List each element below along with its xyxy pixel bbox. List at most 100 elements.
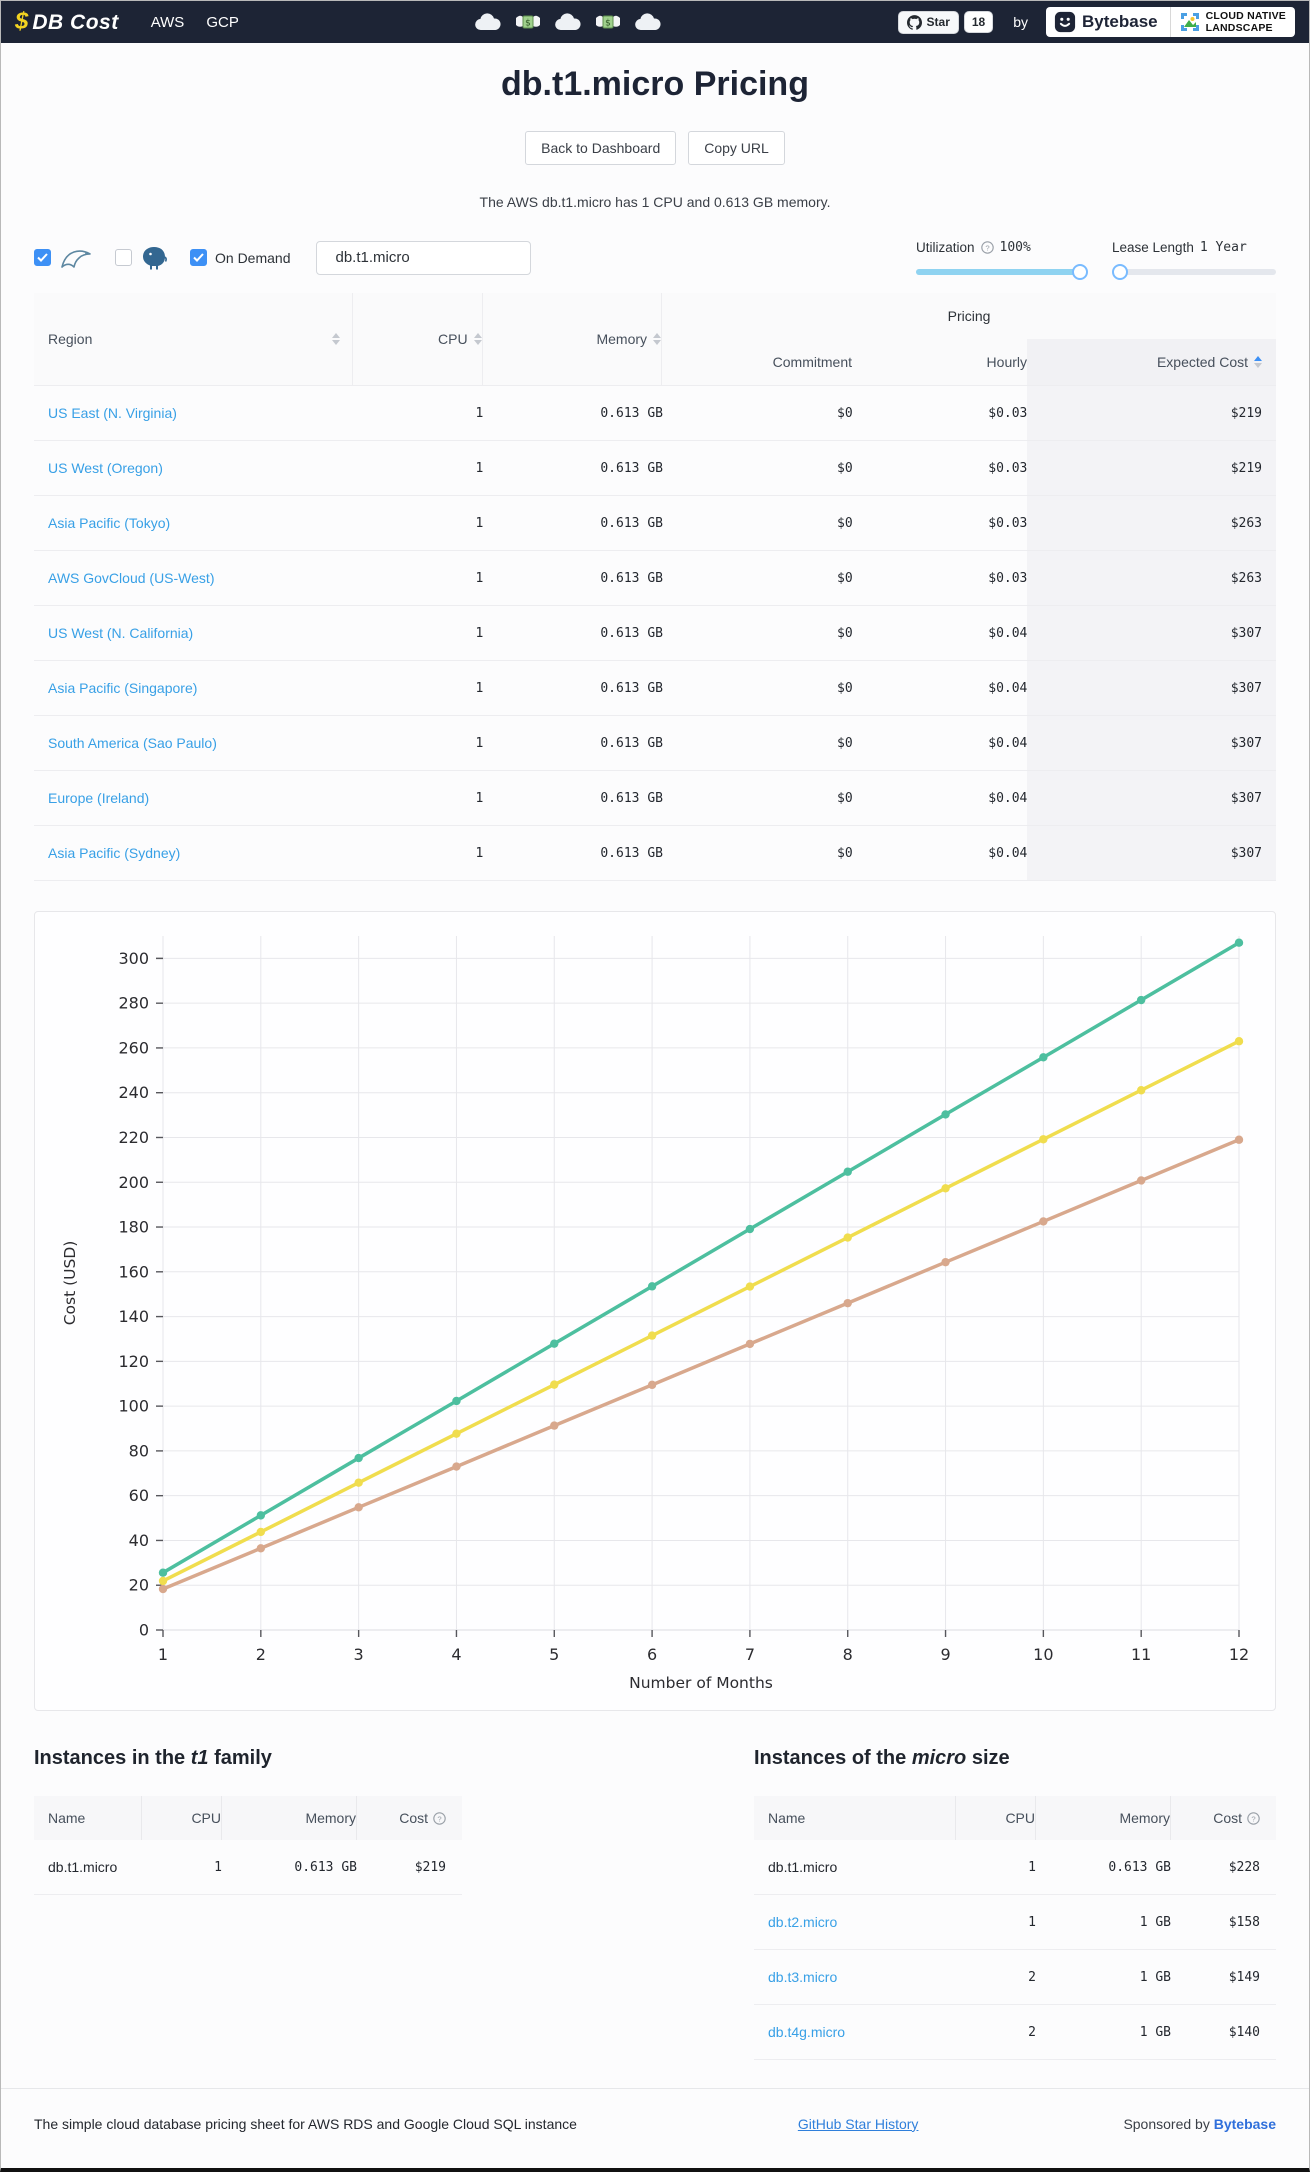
github-star-history-link[interactable]: GitHub Star History: [797, 2115, 919, 2132]
cost-value: $158: [1228, 1914, 1260, 1930]
memory-value: 0.613 GB: [600, 790, 663, 806]
utilization-value: 100%: [999, 240, 1031, 255]
region-link[interactable]: US West (N. California): [48, 625, 194, 641]
memory-value: 0.613 GB: [1108, 1859, 1171, 1875]
chart-line-expected-cost-307: [158, 938, 1244, 1577]
sort-icon-cpu[interactable]: [473, 333, 482, 345]
github-icon: [906, 14, 922, 30]
cost-help-icon[interactable]: ?: [433, 1811, 446, 1825]
sort-icon-region[interactable]: [332, 333, 341, 345]
cpu-value: 1: [214, 1859, 222, 1875]
dbcost-logo[interactable]: $ DB Cost: [15, 9, 119, 35]
lease-length-slider-handle[interactable]: [1112, 264, 1129, 280]
svg-text:2: 2: [256, 1645, 266, 1664]
svg-text:3: 3: [354, 1645, 364, 1664]
flying-money-icon: $: [595, 13, 621, 31]
cpu-value: 1: [475, 405, 484, 421]
sponsored-by: Sponsored by Bytebase: [1123, 2115, 1276, 2132]
column-header-cpu[interactable]: CPU: [353, 293, 483, 385]
sort-icon-memory[interactable]: [653, 333, 662, 345]
column-header-memory[interactable]: Memory: [483, 293, 663, 385]
svg-text:260: 260: [118, 1038, 149, 1057]
filter-bar: On Demand Utilization: [34, 240, 1276, 280]
instance-link[interactable]: db.t4g.micro: [768, 2024, 846, 2040]
postgresql-checkbox[interactable]: [115, 249, 132, 266]
svg-text:220: 220: [118, 1128, 149, 1147]
utilization-slider[interactable]: [916, 264, 1088, 280]
region-link[interactable]: AWS GovCloud (US-West): [48, 570, 215, 586]
chart-line-expected-cost-263: [158, 1037, 1244, 1586]
family-section-title: Instances in the t1 family: [34, 1747, 272, 1769]
pricing-group-header: Pricing: [947, 308, 991, 324]
cost-help-icon[interactable]: ?: [1247, 1811, 1260, 1825]
region-link[interactable]: Asia Pacific (Singapore): [48, 680, 198, 696]
star-label: Star: [926, 15, 950, 29]
sponsor-bytebase-link[interactable]: Bytebase: [1213, 2115, 1276, 2132]
svg-text:$: $: [525, 19, 531, 29]
region-link[interactable]: Asia Pacific (Sydney): [48, 845, 181, 861]
family-column-memory: Memory: [222, 1796, 357, 1840]
by-text: by: [1013, 14, 1029, 30]
svg-text:4: 4: [451, 1645, 461, 1664]
hourly-value: $0.03: [988, 570, 1028, 586]
nav-item-aws[interactable]: AWS: [150, 13, 185, 31]
nav-item-gcp[interactable]: GCP: [206, 13, 239, 31]
column-header-expected-cost[interactable]: Expected Cost: [1027, 339, 1277, 385]
instance-link[interactable]: db.t3.micro: [768, 1969, 838, 1985]
region-link[interactable]: South America (Sao Paulo): [48, 735, 217, 751]
memory-value: 0.613 GB: [600, 625, 663, 641]
family-column-cost: Cost ?: [357, 1796, 462, 1840]
hourly-value: $0.04: [988, 625, 1028, 641]
svg-text:60: 60: [129, 1486, 149, 1505]
search-input[interactable]: [335, 249, 535, 266]
instance-link[interactable]: db.t2.micro: [768, 1914, 838, 1930]
region-link[interactable]: Europe (Ireland): [48, 790, 150, 806]
svg-text:10: 10: [1033, 1645, 1053, 1664]
svg-text:8: 8: [843, 1645, 853, 1664]
instance-row: db.t2.micro 1 1 GB $158: [754, 1895, 1276, 1950]
size-column-cost: Cost ?: [1171, 1796, 1276, 1840]
mysql-checkbox[interactable]: [34, 249, 51, 266]
lease-length-slider[interactable]: [1112, 264, 1276, 280]
region-link[interactable]: US East (N. Virginia): [48, 405, 177, 421]
search-box: [316, 240, 535, 275]
cloud-icon: [555, 13, 581, 31]
utilization-label: Utilization: [916, 240, 975, 255]
utilization-slider-handle[interactable]: [1072, 264, 1088, 280]
utilization-help-icon[interactable]: ?: [980, 241, 994, 254]
column-header-region[interactable]: Region: [34, 293, 354, 385]
hourly-value: $0.03: [988, 515, 1028, 531]
cloud-icon: [475, 13, 501, 31]
region-link[interactable]: US West (Oregon): [48, 460, 163, 476]
memory-value: 0.613 GB: [600, 515, 663, 531]
cloud-icon: [635, 13, 661, 31]
memory-value: 0.613 GB: [294, 1859, 357, 1875]
cpu-value: 1: [475, 680, 484, 696]
region-pricing-row: Asia Pacific (Sydney) 1 0.613 GB $0 $0.04 $30…: [34, 825, 1276, 880]
cost-chart-card: 0 20 40 60 80 100 120 140 160 180 200 220 240 260 280 3…: [34, 911, 1276, 1711]
cpu-value: 1: [1028, 1914, 1036, 1930]
svg-text:280: 280: [118, 994, 149, 1013]
cpu-value: 1: [475, 515, 484, 531]
hourly-value: $0.04: [988, 845, 1028, 861]
svg-text:20: 20: [129, 1576, 149, 1595]
sort-icon-expected-cost[interactable]: [1254, 356, 1263, 368]
copy-url-button[interactable]: Copy URL: [688, 131, 785, 165]
memory-value: 0.613 GB: [600, 680, 663, 696]
provider-nav: AWS GCP: [151, 14, 239, 31]
hourly-value: $0.03: [988, 405, 1028, 421]
bytebase-badge[interactable]: Bytebase: [1046, 7, 1170, 37]
postgresql-elephant-icon: [143, 246, 167, 270]
on-demand-checkbox[interactable]: [190, 249, 207, 266]
cloud-native-landscape-badge[interactable]: CLOUD NATIVE LANDSCAPE: [1169, 7, 1295, 37]
back-to-dashboard-button[interactable]: Back to Dashboard: [525, 131, 677, 165]
mysql-dolphin-icon: [61, 249, 91, 268]
svg-text:200: 200: [118, 1173, 149, 1192]
region-link[interactable]: Asia Pacific (Tokyo): [48, 515, 171, 531]
svg-text:7: 7: [745, 1645, 755, 1664]
svg-text:1: 1: [158, 1645, 168, 1664]
cost-value: $228: [1228, 1859, 1260, 1875]
github-star-button[interactable]: Star: [897, 10, 959, 34]
star-count-badge[interactable]: 18: [963, 11, 994, 33]
cost-value: $140: [1228, 2024, 1260, 2040]
